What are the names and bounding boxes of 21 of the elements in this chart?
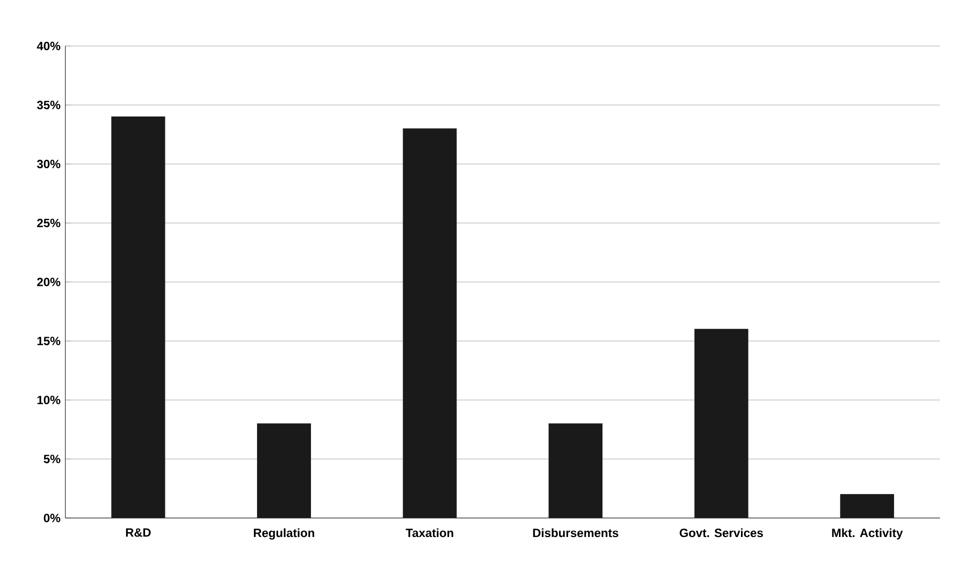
bar [111, 116, 166, 518]
y-tick-label: 15% [37, 336, 60, 346]
x-tick-label: Taxation [406, 528, 454, 538]
y-tick-label: 35% [36, 100, 60, 110]
x-tick-label: R&D [126, 528, 151, 537]
y-tick-label: 30% [36, 160, 60, 168]
y-tick-label: 40% [36, 42, 60, 50]
y-tick-label: 25% [37, 218, 60, 228]
x-tick-label: Regulation [254, 528, 314, 540]
y-tick-label: 10% [37, 396, 60, 404]
bar [548, 423, 602, 518]
y-tick-label: 0% [44, 514, 60, 522]
x-tick-label: Disbursements [533, 528, 618, 538]
bar [257, 423, 311, 518]
y-tick-label: 20% [37, 278, 60, 286]
bar [694, 328, 748, 518]
y-tick-label: 5% [44, 454, 60, 464]
x-tick-label: Mkt. Activity [832, 528, 903, 540]
bar [840, 494, 894, 518]
bar [402, 128, 457, 518]
x-tick-label: Govt. Services [680, 528, 763, 538]
